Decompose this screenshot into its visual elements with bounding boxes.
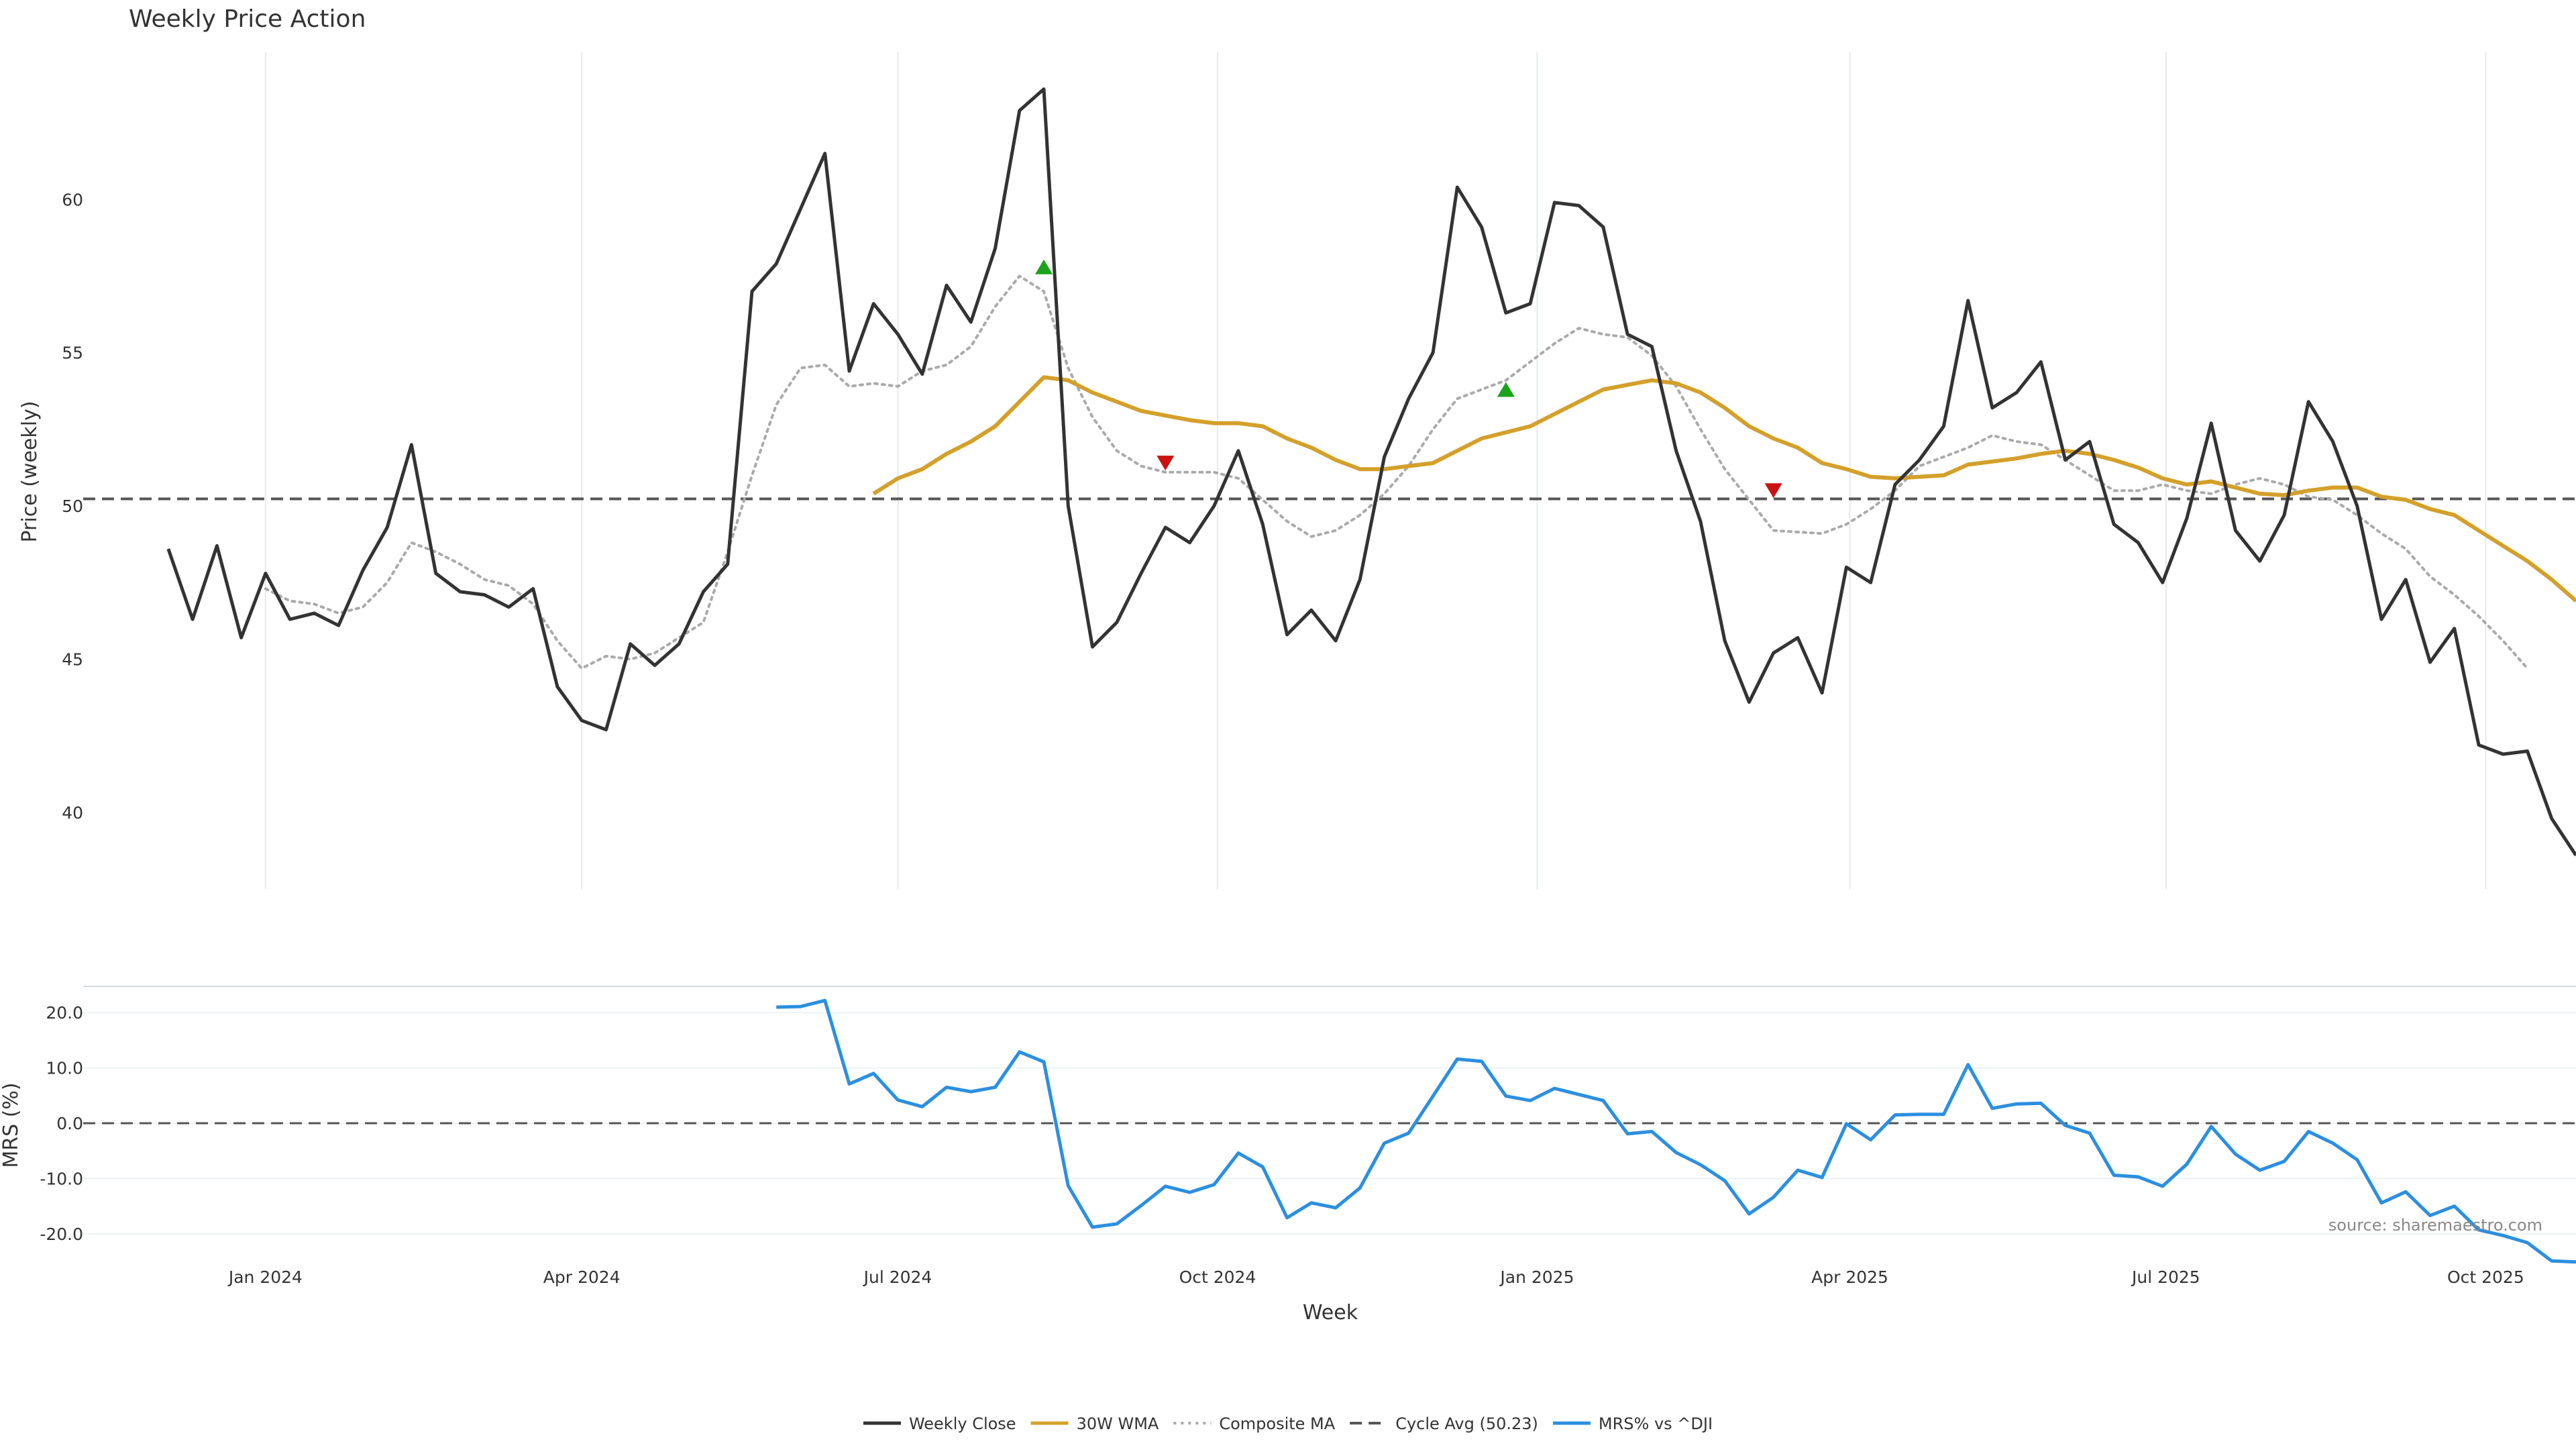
buy-signal-marker [1497,382,1515,397]
x-axis-label: Week [1303,1301,1358,1325]
price-y-tick-label: 45 [62,650,83,669]
series-30w-wma [872,375,2576,603]
mrs-y-tick-label: 0.0 [56,1114,83,1133]
price-y-axis-label: Price (weekly) [18,401,42,542]
x-tick-label: Jan 2024 [227,1267,303,1287]
price-lines [83,87,2576,857]
x-tick-label: Jul 2024 [863,1267,932,1287]
source-annotation: source: sharemaestro.com [2328,1216,2542,1235]
x-tick-label: Oct 2024 [1179,1267,1256,1287]
mrs-y-tick-label: -10.0 [40,1169,83,1188]
x-ticks: Jan 2024 Apr 2024 Jul 2024 Oct 2024 Jan 2025… [227,1267,2524,1287]
x-tick-label: Jan 2025 [1499,1267,1574,1287]
series-weekly-close [166,87,2576,857]
chart-legend: Weekly Close 30W WMA Composite MA Cycle Avg… [863,1414,1713,1433]
mrs-y-tick-label: 10.0 [46,1059,83,1078]
x-tick-label: Apr 2024 [543,1267,621,1287]
x-tick-label: Apr 2025 [1811,1267,1888,1287]
mrs-y-tick-label: 20.0 [46,1003,83,1023]
sell-signal-marker [1157,456,1175,471]
legend-label: Cycle Avg (50.23) [1395,1414,1538,1433]
legend-item-weekly-close: Weekly Close [863,1414,1016,1433]
mrs-y-ticks: -20.0 -10.0 0.0 10.0 20.0 [40,1003,83,1244]
legend-label: 30W WMA [1077,1414,1159,1433]
x-tick-label: Oct 2025 [2447,1267,2524,1287]
legend-label: MRS% vs ^DJI [1599,1414,1713,1433]
legend-item-cycle-avg-50-23: Cycle Avg (50.23) [1350,1414,1538,1433]
price-markers [1035,259,1782,499]
x-tick-label: Jul 2025 [2131,1267,2200,1287]
sell-signal-marker [1764,483,1782,499]
price-y-tick-label: 40 [62,803,83,823]
legend-item-composite-ma: Composite MA [1173,1414,1336,1433]
chart-title: Weekly Price Action [129,5,366,33]
mrs-y-axis-label: MRS (%) [0,1082,23,1168]
legend-item-30w-wma: 30W WMA [1030,1414,1159,1433]
series-composite-ma [264,274,2529,670]
buy-signal-marker [1035,259,1053,274]
mrs-y-tick-label: -20.0 [40,1225,83,1244]
legend-item-mrs-vs-dji: MRS% vs ^DJI [1552,1414,1713,1433]
mrs-grid [83,986,2576,1235]
mrs-lines [83,998,2576,1264]
price-y-tick-label: 60 [62,190,83,209]
series-mrs-vs-dji [776,998,2576,1264]
legend-label: Weekly Close [909,1414,1016,1433]
legend-label: Composite MA [1219,1414,1335,1433]
price-y-ticks: 40 45 50 55 60 [62,190,83,823]
price-y-tick-label: 55 [62,344,83,363]
price-y-tick-label: 50 [62,497,83,516]
